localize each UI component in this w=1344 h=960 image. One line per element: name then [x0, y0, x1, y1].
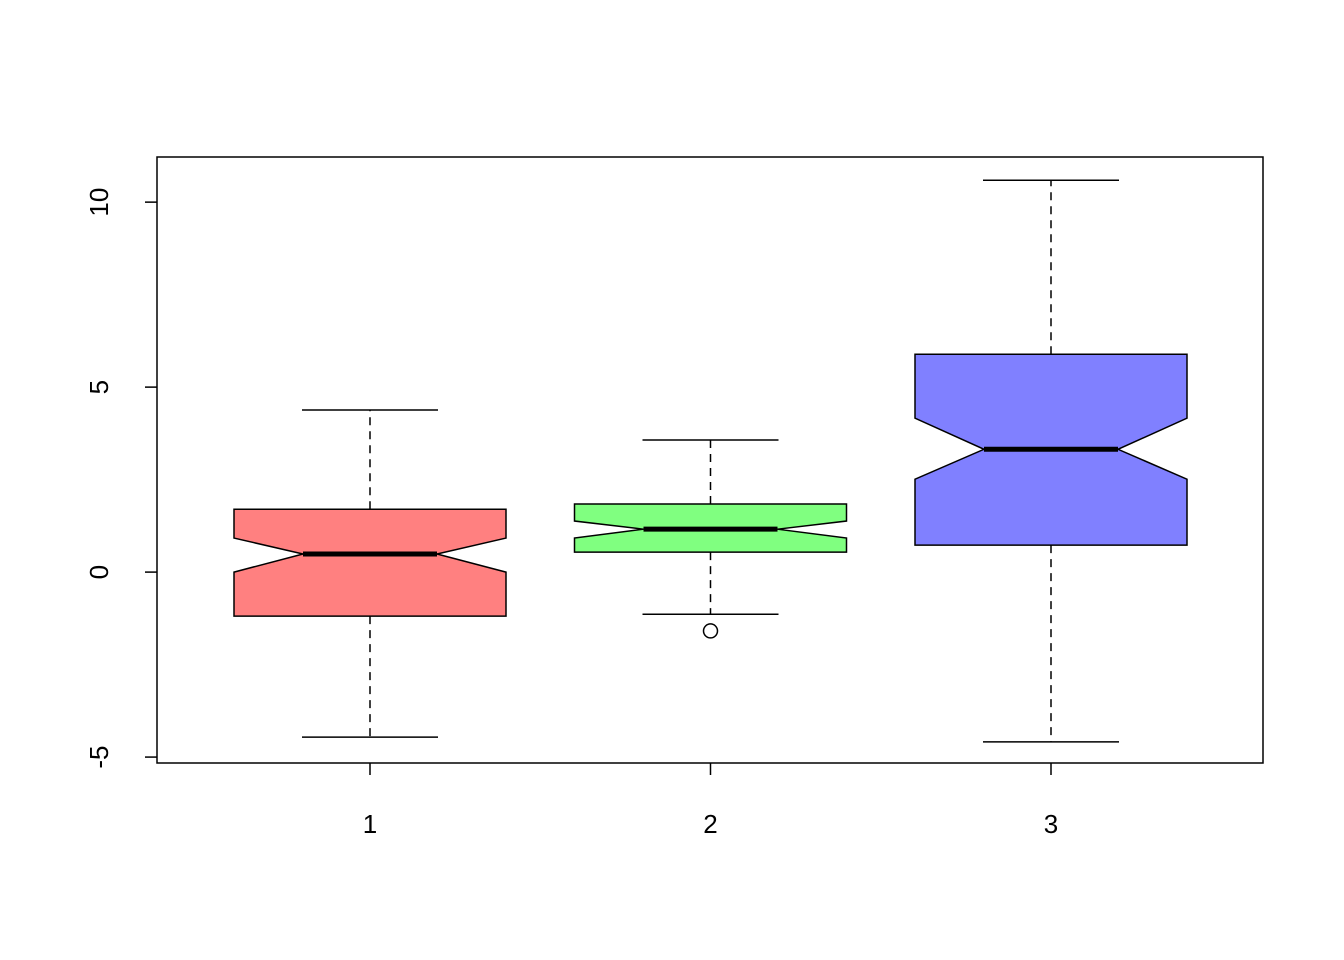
box: [233, 508, 507, 617]
y-tick-label: 10: [84, 188, 114, 217]
y-tick-label: 0: [84, 565, 114, 579]
x-tick-label: 2: [703, 809, 717, 839]
outlier: [702, 623, 719, 639]
y-tick-label: 5: [84, 380, 114, 394]
x-tick-label: 3: [1044, 809, 1058, 839]
y-tick-label: -5: [84, 746, 114, 769]
x-tick-label: 1: [363, 809, 377, 839]
